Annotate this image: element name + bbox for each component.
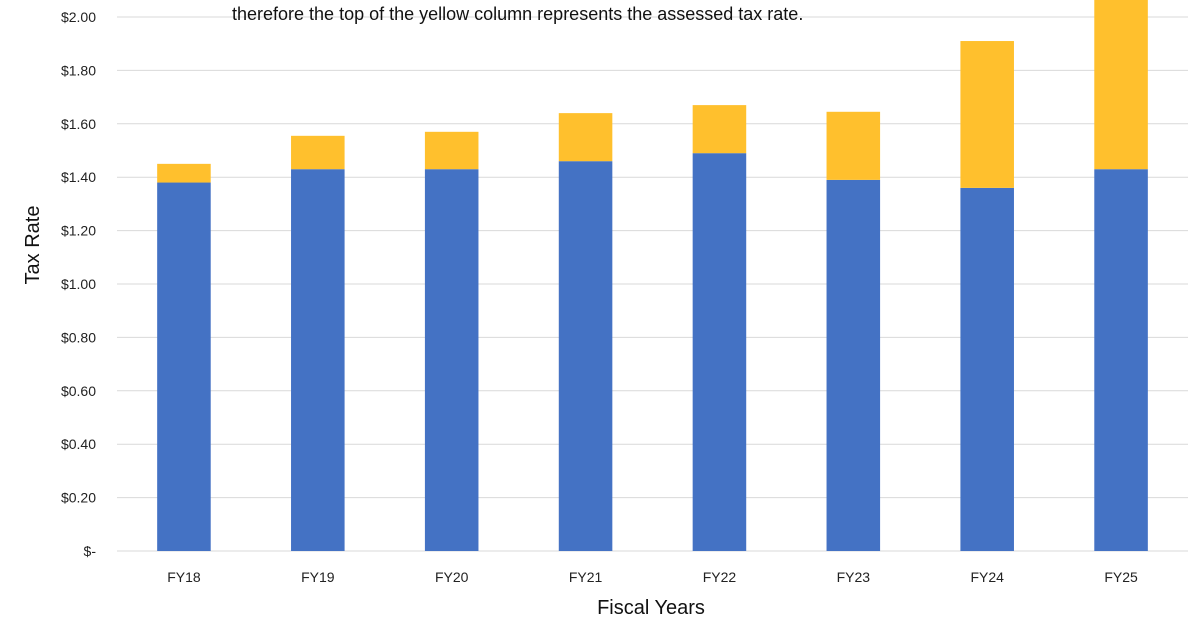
- x-category-label-fy20: FY20: [435, 569, 469, 585]
- bars: [157, 0, 1148, 552]
- y-tick-label-2: $0.40: [61, 436, 96, 452]
- gridlines: [117, 16, 1188, 552]
- bar-fy21-series-1: [558, 161, 613, 551]
- x-category-label-fy22: FY22: [703, 569, 737, 585]
- bar-fy19-series-1: [291, 169, 345, 551]
- bar-fy24-series-1: [960, 187, 1014, 551]
- y-tick-label-9: $1.80: [61, 62, 96, 78]
- bar-fy23-series-1: [826, 179, 881, 551]
- bar-fy24-series-2: [960, 41, 1014, 188]
- bar-fy23-series-2: [826, 111, 881, 180]
- bar-fy20-series-1: [424, 169, 479, 551]
- y-tick-label-4: $0.80: [61, 329, 96, 345]
- y-tick-label-3: $0.60: [61, 383, 96, 399]
- y-axis-ticks: $- $0.20 $0.40 $0.60 $0.80 $1.00 $1.20 $1.40 $1.…: [61, 9, 96, 559]
- x-axis-title: Fiscal Years: [597, 597, 705, 619]
- bar-fy25-series-2: [1094, 0, 1148, 170]
- x-category-label-fy24: FY24: [970, 569, 1004, 585]
- y-tick-label-10: $2.00: [61, 9, 96, 25]
- x-category-label-fy25: FY25: [1104, 569, 1138, 585]
- bar-fy18-series-1: [157, 182, 211, 552]
- bar-fy25-series-1: [1094, 169, 1148, 551]
- bar-fy21-series-2: [558, 113, 613, 162]
- y-tick-label-7: $1.40: [61, 169, 96, 185]
- bar-fy20-series-2: [424, 131, 479, 170]
- bar-fy19-series-2: [291, 135, 345, 170]
- y-tick-label-6: $1.20: [61, 223, 96, 239]
- y-tick-label-0: $-: [84, 543, 97, 559]
- bar-fy22-series-1: [692, 153, 747, 552]
- x-category-label-fy23: FY23: [837, 569, 871, 585]
- y-tick-label-8: $1.60: [61, 116, 96, 132]
- x-category-label-fy21: FY21: [569, 569, 603, 585]
- annotation-note: therefore the top of the yellow column r…: [232, 4, 803, 24]
- y-tick-label-5: $1.00: [61, 276, 96, 292]
- bar-fy18-series-2: [157, 163, 211, 183]
- x-axis-categories: FY18 FY19 FY20 FY21 FY22 FY23 FY24 FY25: [167, 569, 1138, 585]
- bar-fy22-series-2: [692, 105, 747, 154]
- x-category-label-fy18: FY18: [167, 569, 201, 585]
- y-tick-label-1: $0.20: [61, 490, 96, 506]
- y-axis-title: Tax Rate: [22, 206, 44, 285]
- x-category-label-fy19: FY19: [301, 569, 335, 585]
